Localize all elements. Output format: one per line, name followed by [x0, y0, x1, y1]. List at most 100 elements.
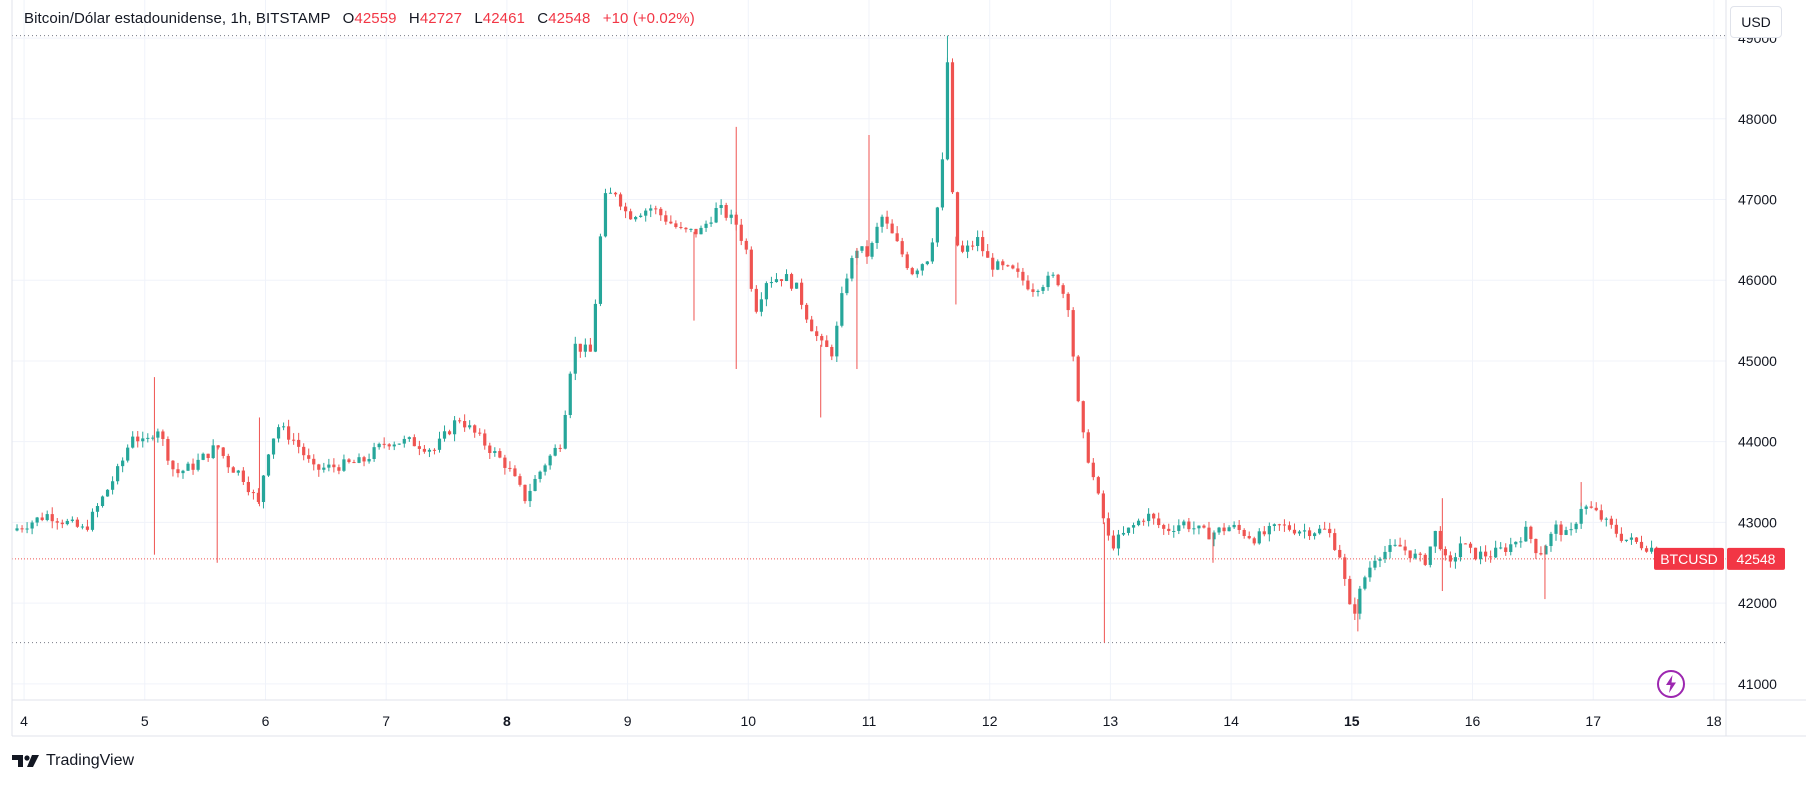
candle-body	[815, 331, 819, 337]
time-tick-label: 13	[1103, 713, 1119, 729]
candle-body	[1468, 543, 1473, 548]
candle-body	[709, 222, 713, 224]
candle-body	[1031, 289, 1035, 292]
candle-body	[35, 517, 39, 523]
candle-body	[1619, 533, 1623, 541]
candle-body	[1564, 530, 1568, 535]
candle-body	[976, 237, 980, 247]
candle-body	[513, 468, 517, 477]
candle-body	[1021, 271, 1025, 281]
candle-body	[739, 224, 743, 241]
candle-body	[40, 517, 44, 521]
candle-body	[1534, 538, 1538, 554]
candle-body	[1086, 432, 1090, 463]
candle-body	[1358, 588, 1362, 614]
candle-body	[996, 261, 1000, 270]
brand-name: TradingView	[46, 752, 135, 769]
candle-body	[191, 463, 195, 470]
candle-body	[1071, 310, 1075, 357]
candle-body	[90, 511, 95, 530]
candle-body	[1589, 506, 1593, 508]
candle-body	[1408, 550, 1412, 559]
candle-body	[407, 437, 411, 439]
candle-body	[830, 346, 834, 357]
candle-body	[1167, 528, 1171, 532]
candle-body	[458, 420, 462, 422]
candle-body	[312, 458, 316, 465]
candle-body	[1438, 530, 1442, 550]
candle-body	[754, 288, 758, 312]
candle-body	[1041, 287, 1045, 291]
candle-body	[372, 447, 376, 460]
candle-body	[840, 293, 844, 326]
candle-body	[1529, 526, 1533, 539]
candle-body	[65, 520, 69, 525]
candle-body	[1232, 524, 1236, 528]
tradingview-brand[interactable]: TradingView	[12, 752, 134, 770]
time-tick-label: 18	[1706, 713, 1722, 729]
candle-body	[674, 223, 678, 228]
candle-body	[1187, 521, 1191, 530]
candle-body	[724, 205, 728, 218]
candle-body	[1277, 524, 1281, 526]
candle-body	[1257, 531, 1261, 544]
candle-body	[1287, 525, 1292, 530]
lightning-bolt-icon[interactable]	[1656, 669, 1686, 699]
candle-body	[1554, 524, 1558, 534]
candle-body	[1131, 525, 1136, 528]
currency-button[interactable]: USD	[1730, 6, 1782, 38]
candle-body	[1091, 462, 1095, 478]
candle-body	[70, 519, 74, 521]
candle-body	[1423, 554, 1427, 565]
candle-body	[729, 214, 733, 218]
candle-body	[1639, 541, 1644, 549]
candle-body	[166, 439, 170, 461]
candle-body	[1061, 285, 1065, 294]
candle-body	[251, 492, 256, 494]
candle-body	[1262, 531, 1266, 535]
candle-body	[1343, 557, 1347, 579]
candle-body	[1338, 549, 1342, 558]
candle-body	[1569, 529, 1573, 531]
candle-body	[186, 463, 190, 471]
time-tick-label: 7	[382, 713, 390, 729]
candle-body	[563, 415, 567, 449]
candle-body	[1207, 527, 1211, 540]
candle-body	[1026, 280, 1030, 290]
candle-body	[679, 227, 683, 229]
candle-body	[1333, 533, 1337, 550]
time-tick-label: 17	[1585, 713, 1601, 729]
close-label: C	[537, 10, 549, 27]
candle-body	[860, 246, 864, 251]
candle-body	[598, 236, 603, 304]
candle-body	[920, 264, 924, 271]
candle-body	[1629, 537, 1634, 540]
candle-body	[950, 62, 955, 193]
candle-body	[1136, 520, 1141, 526]
candle-body	[50, 514, 54, 522]
candle-body	[558, 447, 562, 449]
candle-body	[528, 490, 532, 502]
candle-body	[80, 526, 85, 528]
candle-body	[141, 438, 145, 442]
time-tick-label: 10	[741, 713, 757, 729]
axes: 41000 42000 43000 44000 45000 46000 47000 48000…	[11, 0, 1806, 737]
candle-body	[925, 261, 929, 265]
candle-body	[779, 279, 784, 282]
candle-body	[805, 304, 809, 320]
candle-body	[1483, 551, 1488, 557]
candle-body	[402, 438, 406, 444]
candle-body	[337, 467, 341, 471]
candle-body	[1051, 274, 1055, 276]
high-label: H	[408, 10, 420, 27]
open-label: O	[342, 10, 355, 27]
candle-body	[151, 437, 155, 439]
candle-body	[1292, 529, 1297, 534]
candle-body	[789, 274, 794, 289]
price-tick-label: 42000	[1738, 595, 1777, 611]
candle-body	[578, 343, 582, 352]
candle-body	[110, 481, 115, 490]
time-tick-label: 4	[20, 713, 28, 729]
price-tick-label: 43000	[1738, 514, 1777, 530]
